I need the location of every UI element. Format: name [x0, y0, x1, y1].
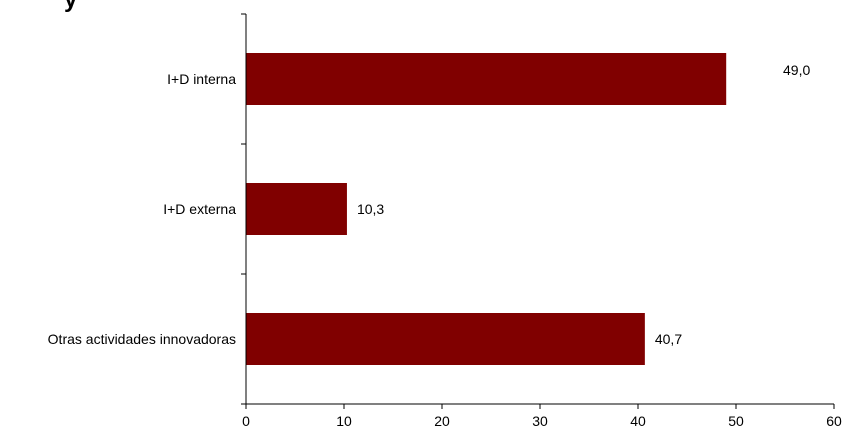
- data-label: 49,0: [783, 62, 810, 78]
- data-label: 40,7: [655, 331, 682, 347]
- x-tick-label: 50: [728, 413, 744, 429]
- chart-title-fragment: y: [64, 0, 77, 14]
- category-label: I+D externa: [163, 201, 236, 217]
- bar: [246, 313, 645, 365]
- x-tick-label: 30: [532, 413, 548, 429]
- category-label: I+D interna: [167, 71, 236, 87]
- x-tick-label: 40: [630, 413, 646, 429]
- data-label: 10,3: [357, 201, 384, 217]
- x-tick-label: 20: [434, 413, 450, 429]
- labels-group: I+D interna 49,0 I+D externa 10,3 Otras acti…: [48, 62, 811, 347]
- bar: [246, 183, 347, 235]
- y-axis: [241, 13, 247, 405]
- x-axis: 0 10 20 30 40 50 60: [242, 403, 842, 429]
- x-tick-label: 10: [336, 413, 352, 429]
- category-label: Otras actividades innovadoras: [48, 331, 236, 347]
- bar: [246, 53, 727, 105]
- x-tick-label: 0: [242, 413, 250, 429]
- x-tick-label: 60: [826, 413, 842, 429]
- bars-group: [246, 53, 727, 365]
